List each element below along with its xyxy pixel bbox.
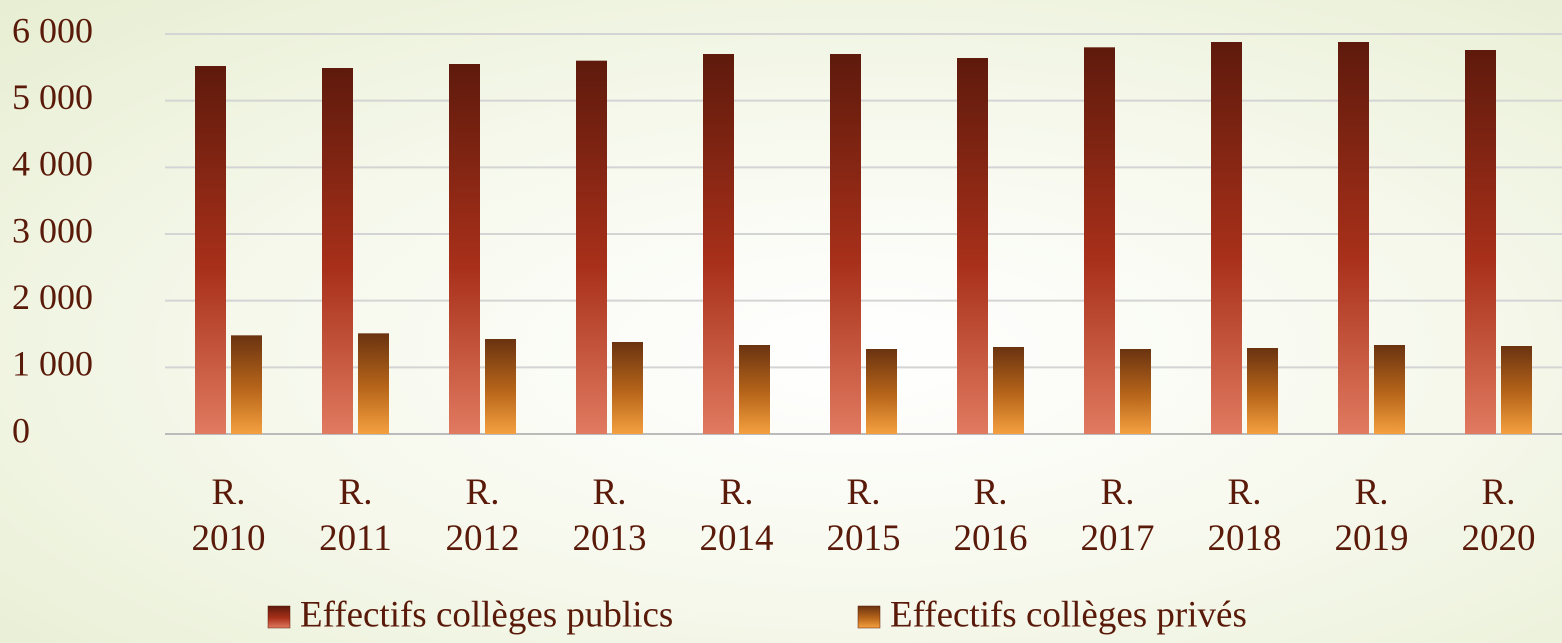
- bar: [1120, 349, 1151, 434]
- y-tick-label: 2 000: [12, 277, 93, 317]
- y-tick-label: 3 000: [12, 210, 93, 250]
- legend-swatch: [857, 605, 881, 629]
- bar: [449, 64, 480, 434]
- bar: [1211, 42, 1242, 434]
- bar: [866, 349, 897, 434]
- bar: [576, 60, 607, 435]
- y-tick-label: 0: [12, 410, 30, 450]
- legend-swatch: [267, 605, 291, 629]
- legend-label: Effectifs collèges privés: [890, 594, 1247, 635]
- bar: [957, 58, 988, 434]
- bar: [485, 339, 516, 434]
- x-tick-label: R. 2018: [1207, 472, 1282, 559]
- bar: [612, 342, 643, 434]
- bar: [1084, 47, 1115, 434]
- x-tick-label: R. 2020: [1461, 472, 1536, 559]
- bar: [231, 335, 262, 434]
- x-tick-label: R. 2013: [572, 472, 647, 559]
- x-tick-label: R. 2012: [445, 472, 520, 559]
- y-tick-label: 1 000: [12, 344, 93, 384]
- x-tick-label: R. 2016: [953, 472, 1028, 559]
- bar: [703, 54, 734, 434]
- bar: [195, 66, 226, 434]
- legend-label: Effectifs collèges publics: [300, 594, 673, 635]
- y-tick-label: 6 000: [12, 10, 93, 50]
- bar: [1247, 348, 1278, 434]
- y-tick-label: 4 000: [12, 144, 93, 184]
- x-tick-label: R. 2014: [699, 472, 774, 559]
- bar: [830, 54, 861, 434]
- bar: [739, 345, 770, 434]
- x-tick-label: R. 2010: [191, 472, 266, 559]
- bar: [358, 333, 389, 434]
- x-tick-label: R. 2019: [1334, 472, 1409, 559]
- x-tick-label: R. 2015: [826, 472, 901, 559]
- bar: [993, 347, 1024, 434]
- bar: [1374, 345, 1405, 434]
- bar: [1338, 42, 1369, 434]
- bar: [1501, 346, 1532, 434]
- bar: [322, 68, 353, 434]
- y-tick-label: 5 000: [12, 77, 93, 117]
- x-tick-label: R. 2017: [1080, 472, 1155, 559]
- bar: [1465, 50, 1496, 434]
- x-tick-label: R. 2011: [319, 472, 392, 559]
